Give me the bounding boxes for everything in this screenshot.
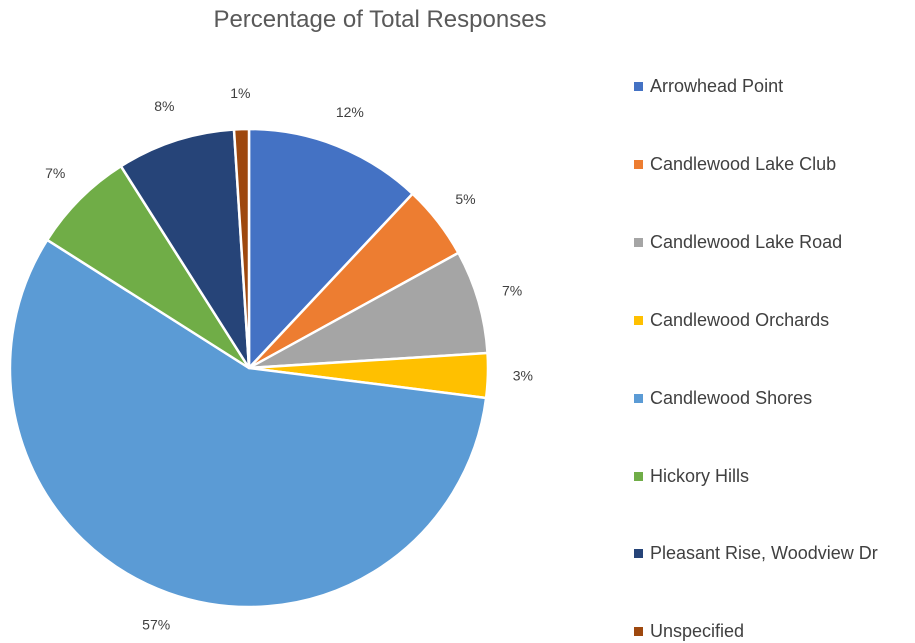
pie-chart: 12% 5% 7% 3% 57% 7% 8% 1% (8, 85, 533, 633)
pie-slices (8, 127, 490, 609)
pie-slice-7 (232, 127, 251, 370)
pie-data-label-1: 5% (455, 191, 475, 207)
legend-label: Unspecified (650, 621, 745, 642)
legend-label: Candlewood Lake Club (650, 153, 837, 174)
pie-slice-6 (119, 128, 251, 370)
pie-data-labels: 12% 5% 7% 3% 57% 7% 8% 1% (45, 85, 533, 633)
legend-label: Candlewood Lake Road (650, 231, 843, 252)
pie-data-label-5: 7% (45, 165, 65, 181)
pie-slice-2 (247, 251, 489, 370)
legend-label: Hickory Hills (650, 465, 749, 486)
legend-label: Arrowhead Point (650, 76, 784, 96)
pie-slice-0 (247, 127, 414, 370)
pie-data-label-3: 3% (513, 367, 533, 383)
legend-label: Candlewood Shores (650, 387, 813, 408)
legend-swatch (634, 627, 643, 637)
legend-label: Candlewood Orchards (650, 309, 830, 330)
pie-data-label-4: 57% (142, 617, 170, 633)
legend-swatch (634, 237, 643, 247)
legend-label: Pleasant Rise, Woodview Dr (650, 543, 878, 564)
pie-slice-5 (45, 164, 251, 370)
legend-swatch (634, 549, 643, 559)
chart-title: Percentage of Total Responses (213, 6, 547, 33)
legend-swatch (634, 315, 643, 325)
pie-data-label-6: 8% (154, 98, 174, 114)
pie-slice-4 (8, 238, 488, 609)
legend-swatch (634, 82, 643, 91)
legend-swatch (634, 393, 643, 403)
legend-swatch (634, 471, 643, 481)
pie-data-label-0: 12% (336, 104, 364, 120)
pie-data-label-7: 1% (230, 85, 250, 101)
pie-data-label-2: 7% (502, 282, 522, 298)
legend-swatch (634, 159, 643, 169)
